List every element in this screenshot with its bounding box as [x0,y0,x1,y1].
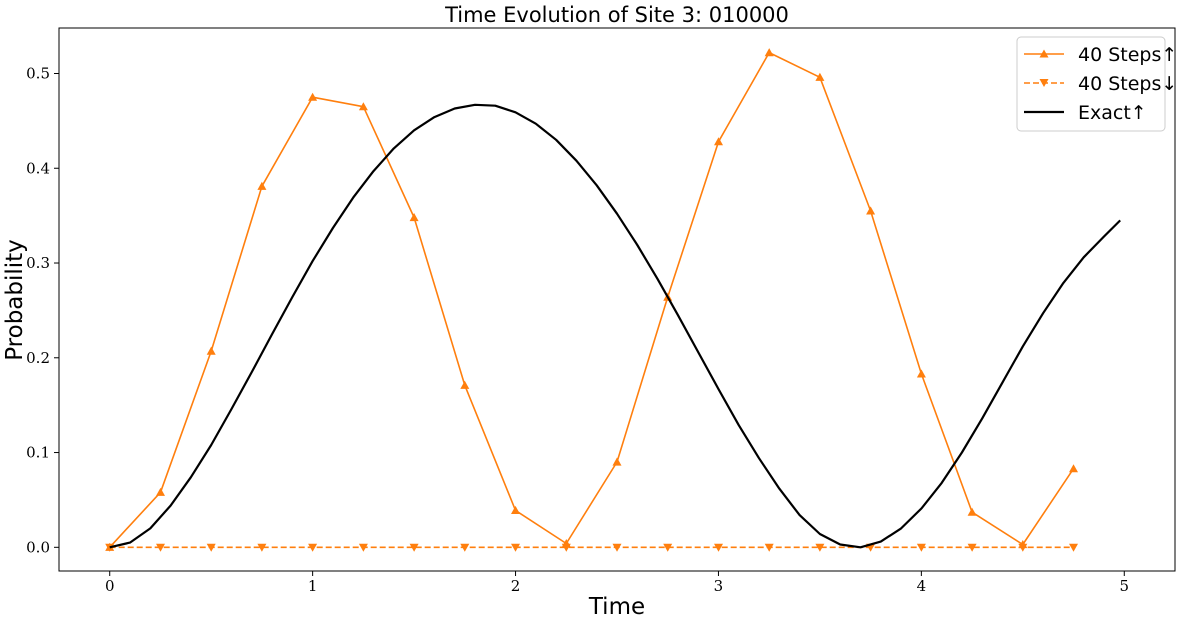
data-point [815,72,825,81]
data-point [663,543,673,552]
data-point [206,346,216,355]
data-point [257,543,267,552]
x-tick-label: 3 [714,577,724,595]
data-point [967,543,977,552]
y-tick-label: 0.5 [26,64,50,82]
data-point [511,543,520,552]
x-axis-label: Time [588,594,645,620]
y-axis-label: Probability [2,239,28,361]
data-point [815,543,825,552]
data-point [916,543,926,552]
legend-label-exact-up: Exact↑ [1078,102,1147,124]
series-line-exact-up [109,103,1121,549]
legend-label-steps-up: 40 Steps↑ [1078,44,1177,66]
data-point [916,369,926,378]
data-point [308,92,318,101]
data-point [714,543,723,552]
data-point [257,181,267,190]
legend-label-steps-down: 40 Steps↓ [1078,73,1177,95]
data-point [206,543,216,552]
x-tick-label: 2 [511,577,521,595]
y-tick-label: 0.3 [26,254,50,272]
legend-marker-steps-up [1039,49,1049,58]
series-layer [105,48,1121,552]
axis-ticks: 0 1 2 3 4 5 0.0 0.1 0.2 0.3 0.4 0.5 [26,64,1129,595]
plot-area [58,27,1176,572]
chart-title: Time Evolution of Site 3: 010000 [444,3,789,27]
legend: 40 Steps↑ 40 Steps↓ Exact↑ [1016,36,1177,132]
data-point [358,543,368,552]
data-point [460,380,470,389]
data-point [511,505,520,514]
data-point [612,457,622,466]
y-tick-label: 0.1 [26,444,50,462]
data-point [1069,464,1078,473]
y-tick-label: 0.4 [26,159,50,177]
data-point [866,206,876,215]
data-point [409,213,419,222]
data-point [764,543,774,552]
data-point [714,137,723,146]
x-tick-label: 4 [917,577,927,595]
data-point [409,543,419,552]
data-point [1069,543,1078,552]
data-point [156,543,165,552]
data-point [460,543,470,552]
data-point [967,507,977,516]
x-tick-label: 1 [308,577,318,595]
data-point [561,543,571,552]
y-tick-label: 0.0 [26,538,50,556]
data-point [764,48,774,57]
data-point [308,543,318,552]
legend-frame [1016,36,1166,132]
data-point [358,102,368,111]
data-point [612,543,622,552]
series-line-40-steps-up [109,51,1075,548]
data-point [156,487,165,496]
data-point [1018,543,1028,552]
x-tick-label: 0 [105,577,115,595]
legend-marker-steps-down [1039,79,1049,87]
x-tick-label: 5 [1119,577,1129,595]
y-tick-label: 0.2 [26,349,50,367]
